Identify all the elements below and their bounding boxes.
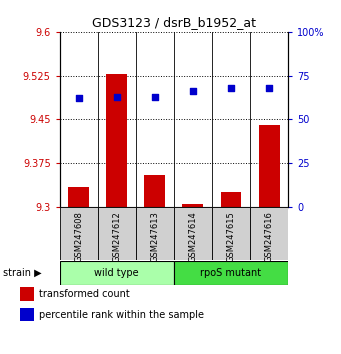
Bar (60, 261, 174, 285)
Text: GSM247613: GSM247613 (150, 211, 159, 262)
Text: GSM247614: GSM247614 (189, 211, 197, 262)
Text: transformed count: transformed count (39, 289, 130, 299)
Bar (182, 204, 204, 207)
Text: wild type: wild type (94, 268, 139, 278)
Point (190, 88, 196, 94)
Text: rpoS mutant: rpoS mutant (201, 268, 262, 278)
Bar (144, 175, 165, 207)
Bar (250, 207, 288, 260)
Text: GSM247612: GSM247612 (112, 211, 121, 262)
Point (152, 94, 158, 99)
Point (76, 96, 81, 101)
Bar (98, 207, 136, 260)
Bar (60, 207, 98, 260)
Point (228, 85, 234, 91)
Text: GSM247616: GSM247616 (265, 211, 273, 262)
Text: GSM247615: GSM247615 (226, 211, 236, 262)
Bar (174, 261, 288, 285)
Point (114, 94, 119, 99)
Title: GDS3123 / dsrB_b1952_at: GDS3123 / dsrB_b1952_at (92, 16, 256, 29)
Bar (174, 207, 212, 260)
Bar (221, 193, 241, 207)
Text: GSM247608: GSM247608 (74, 211, 83, 262)
Text: percentile rank within the sample: percentile rank within the sample (39, 310, 204, 320)
Point (266, 85, 272, 91)
Bar (68, 187, 89, 207)
Bar (258, 125, 280, 207)
Bar (212, 207, 250, 260)
Bar (106, 74, 127, 207)
Text: strain ▶: strain ▶ (3, 268, 42, 278)
Bar (136, 207, 174, 260)
